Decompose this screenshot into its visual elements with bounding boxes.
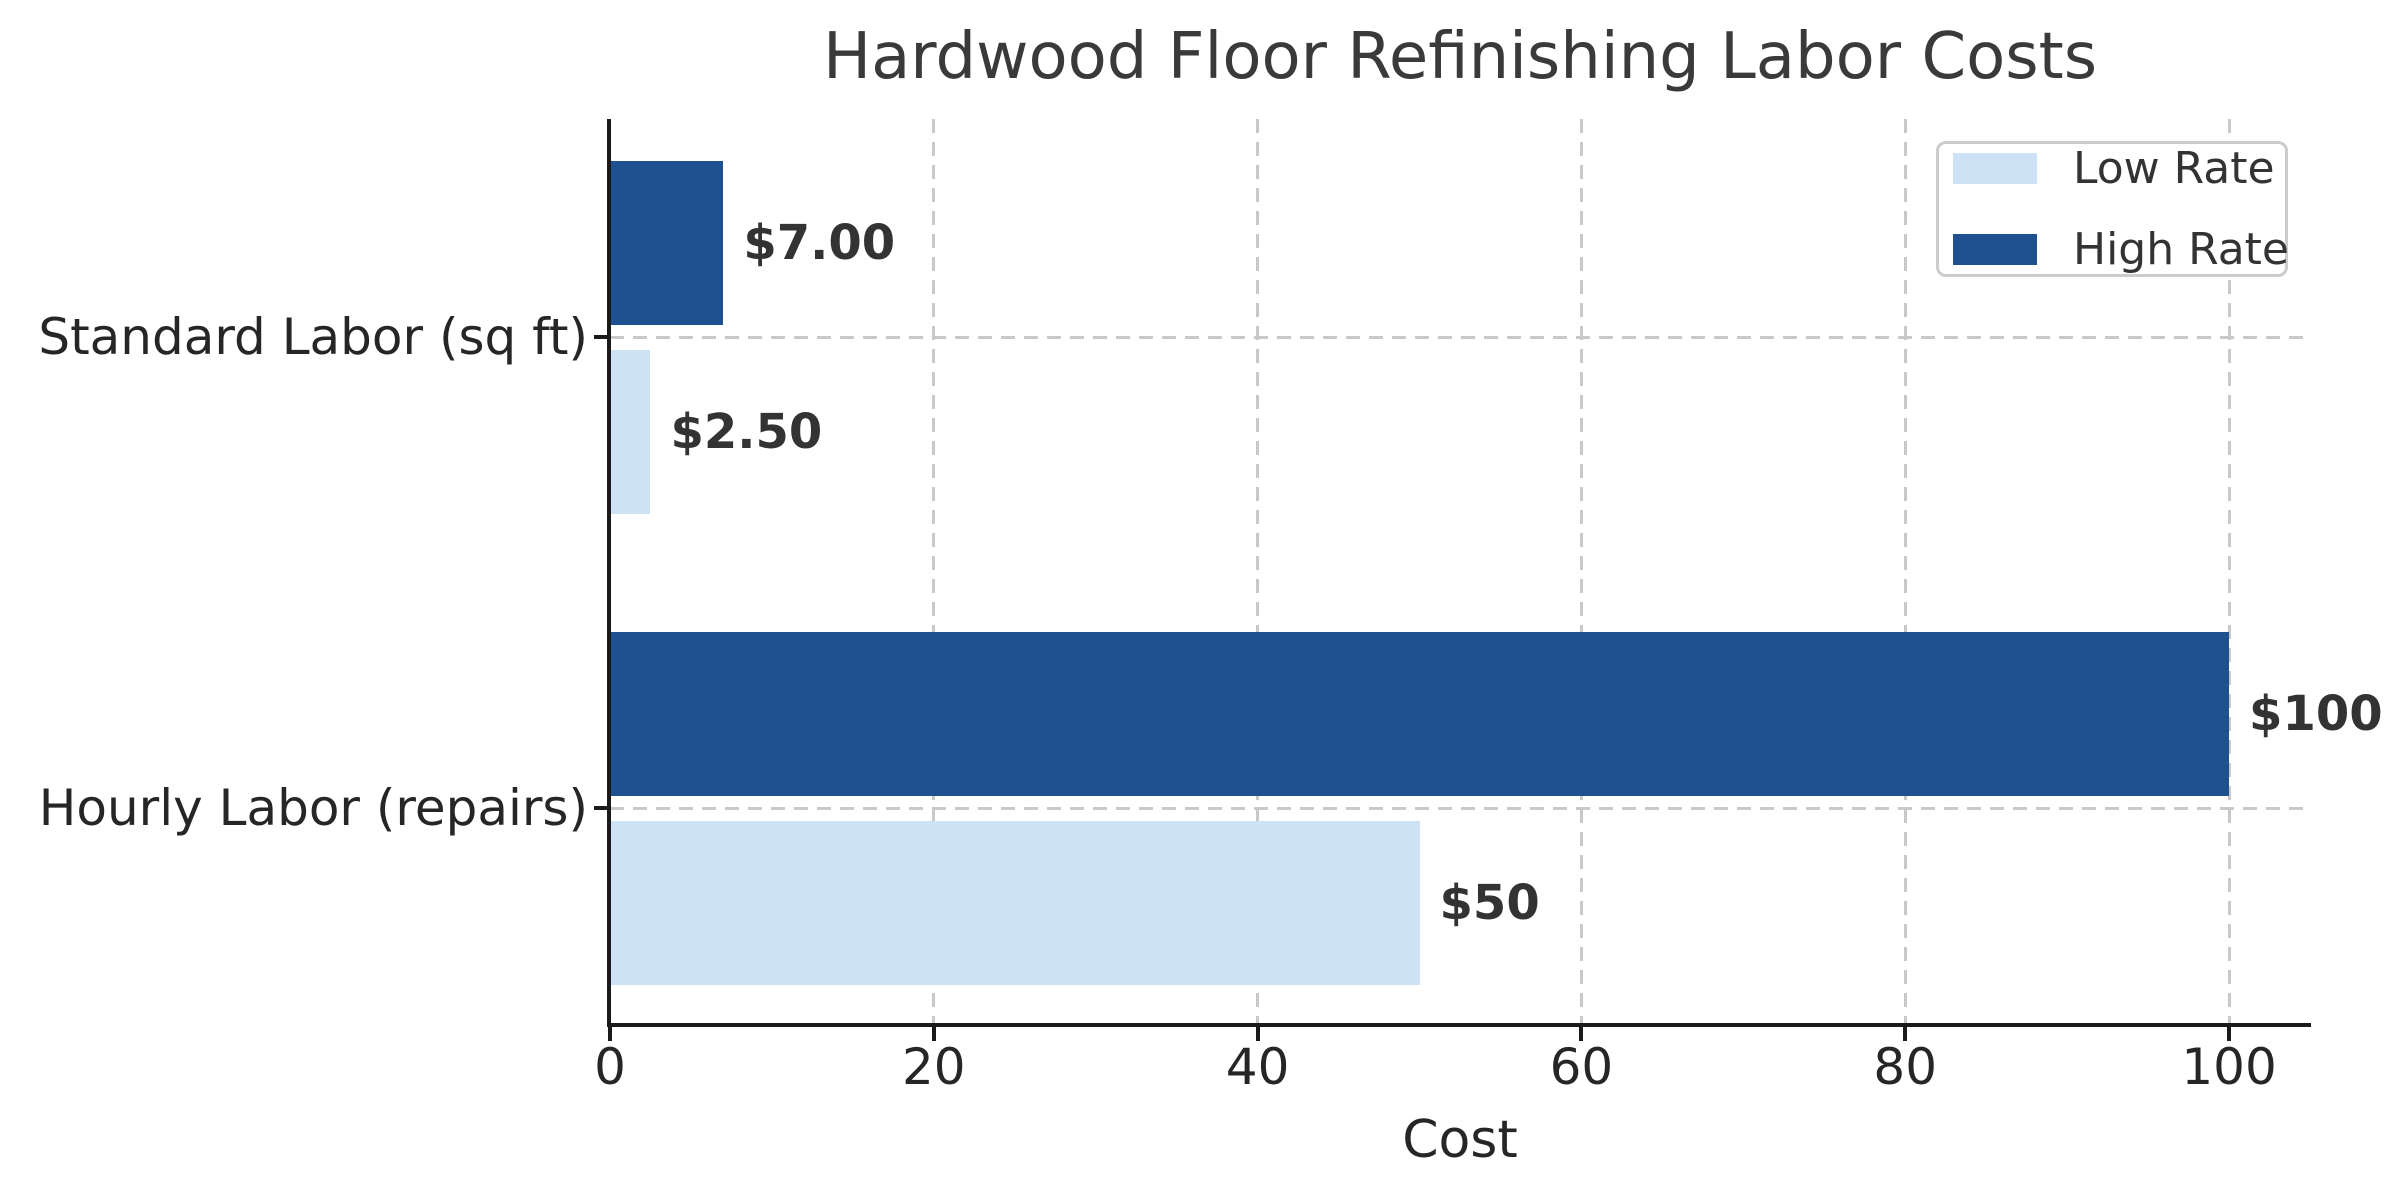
x-gridline — [932, 119, 936, 1023]
bar-value-label: $7.00 — [743, 215, 896, 272]
y-axis-spine — [607, 119, 611, 1027]
x-tick — [1579, 1027, 1584, 1041]
legend-label: Low Rate — [2073, 143, 2275, 194]
legend-item-low-rate: Low Rate — [1953, 143, 2285, 194]
category-label: Standard Labor (sq ft) — [38, 308, 588, 367]
x-gridline — [1256, 119, 1260, 1023]
category-label: Hourly Labor (repairs) — [38, 779, 588, 838]
x-tick-label: 20 — [901, 1038, 966, 1096]
y-tick — [594, 335, 608, 340]
legend-swatch-low-rate — [1953, 153, 2037, 184]
x-tick-label: 40 — [1225, 1038, 1290, 1096]
x-tick — [608, 1027, 612, 1041]
x-gridline — [1579, 119, 1583, 1023]
legend-swatch-high-rate — [1953, 234, 2037, 265]
x-gridline — [2227, 119, 2231, 1023]
x-gridline — [1903, 119, 1907, 1023]
x-tick-label: 0 — [594, 1038, 626, 1096]
x-tick-label: 80 — [1873, 1038, 1938, 1096]
category-gridline — [610, 335, 2310, 339]
x-tick-label: 60 — [1549, 1038, 1614, 1096]
x-tick — [1903, 1027, 1908, 1041]
legend: Low Rate High Rate — [1936, 141, 2289, 277]
plot-area: $7.00 $2.50 $100 $50 — [610, 119, 2383, 1023]
bar-low-rate — [610, 350, 651, 515]
legend-item-high-rate: High Rate — [1953, 224, 2289, 275]
x-axis-spine — [607, 1023, 2311, 1027]
x-tick — [931, 1027, 936, 1041]
y-tick — [594, 806, 608, 811]
bar-value-label: $50 — [1439, 875, 1540, 932]
chart-title: Hardwood Floor Refinishing Labor Costs — [822, 20, 2098, 94]
bar-high-rate — [610, 632, 2230, 797]
x-axis-label: Cost — [1402, 1110, 1518, 1170]
x-tick-label: 100 — [2181, 1038, 2277, 1096]
bar-value-label: $2.50 — [670, 404, 823, 461]
bar-high-rate — [610, 161, 724, 326]
bar-low-rate — [610, 821, 1420, 986]
category-gridline — [610, 806, 2310, 810]
legend-label: High Rate — [2073, 224, 2290, 275]
x-tick — [2227, 1027, 2232, 1041]
bar-value-label: $100 — [2249, 686, 2383, 743]
x-tick — [1255, 1027, 1260, 1041]
